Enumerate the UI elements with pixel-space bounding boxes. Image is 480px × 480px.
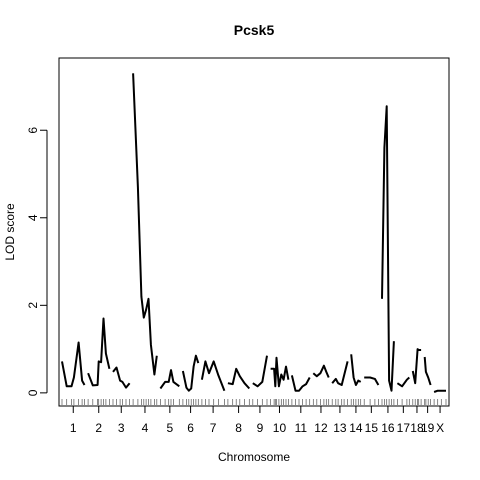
x-tick-label: 7: [210, 421, 217, 435]
lod-curve-chr7: [200, 360, 226, 392]
lod-curve-chr9: [252, 355, 268, 388]
x-tick-label: 18: [410, 421, 424, 435]
x-tick-label: 17: [397, 421, 411, 435]
lod-curve-chr10: [270, 356, 290, 388]
x-axis-label: Chromosome: [218, 450, 290, 464]
y-axis: 0 2 4 6: [26, 127, 48, 396]
y-axis-label: LOD score: [3, 203, 17, 261]
lod-curve-chr3: [112, 366, 131, 389]
lod-curve-chr14: [350, 354, 362, 386]
x-tick-label: 8: [235, 421, 242, 435]
lod-curve-chr8: [227, 367, 251, 390]
lod-curve-chr11: [290, 375, 311, 392]
x-tick-label: 11: [295, 421, 308, 435]
x-tick-label: 4: [142, 421, 149, 435]
lod-curve-chr6: [181, 354, 200, 392]
x-tick-label: 16: [381, 421, 395, 435]
y-tick-label: 4: [26, 214, 40, 221]
lod-curve-chrX: [433, 389, 446, 393]
lod-curve-chr1: [61, 341, 86, 388]
lod-curves: [61, 73, 446, 393]
lod-curve-chr5: [159, 369, 180, 390]
lod-curve-chr16: [381, 105, 395, 392]
x-tick-label: 6: [187, 421, 194, 435]
x-tick-label: 1: [70, 421, 77, 435]
y-tick-label: 6: [26, 127, 40, 134]
x-tick-label: 13: [333, 421, 347, 435]
x-tick-label: 5: [167, 421, 174, 435]
x-tick-label: 10: [273, 421, 287, 435]
lod-curve-chr12: [312, 364, 330, 378]
x-tick-label: 2: [95, 421, 102, 435]
x-tick-label: 19: [421, 421, 435, 435]
x-tick-label: 12: [314, 421, 328, 435]
lod-curve-chr18: [411, 348, 422, 385]
lod-curve-chr4: [132, 73, 158, 376]
x-tick-label: 3: [118, 421, 125, 435]
lod-curve-chr15: [364, 376, 380, 386]
plot-frame: [58, 57, 450, 407]
lod-curve-chr17: [396, 376, 410, 388]
lod-curve-chr19: [423, 356, 432, 386]
x-tick-label: X: [436, 421, 444, 435]
x-tick-label: 14: [349, 421, 363, 435]
lod-curve-chr2: [87, 317, 111, 387]
x-tick-label: 9: [257, 421, 264, 435]
x-tick-label: 15: [365, 421, 379, 435]
marker-rug: [61, 399, 447, 405]
lod-curve-chr13: [331, 361, 349, 386]
y-tick-label: 2: [26, 302, 40, 309]
chart-title: Pcsk5: [234, 22, 275, 38]
y-tick-label: 0: [26, 389, 40, 396]
